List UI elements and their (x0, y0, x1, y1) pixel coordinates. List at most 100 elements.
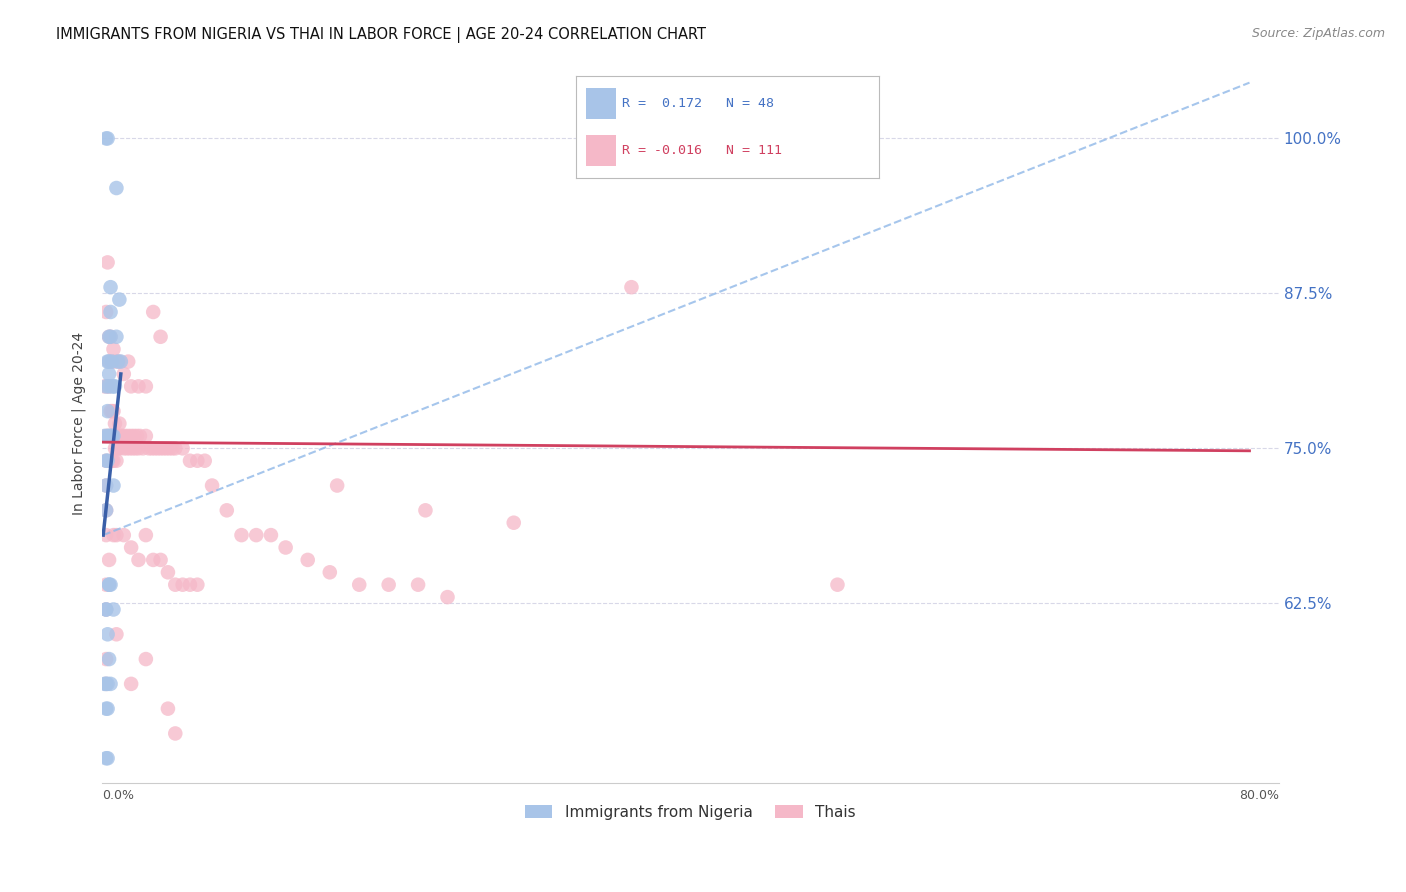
Point (98, 354, 121, 368)
Point (156, 566, 179, 580)
Point (827, 577, 849, 591)
Point (105, 454, 128, 468)
Point (149, 330, 172, 344)
Point (107, 442, 129, 456)
Point (97, 429, 120, 443)
Point (110, 429, 132, 443)
Point (143, 442, 166, 456)
Point (120, 429, 142, 443)
Point (98, 330, 121, 344)
Bar (585, 88, 616, 119)
Point (100, 454, 122, 468)
Point (98, 367, 121, 381)
Point (98, 330, 121, 344)
Point (141, 442, 163, 456)
Point (97, 454, 120, 468)
Point (104, 442, 127, 456)
Point (152, 442, 174, 456)
Point (260, 528, 283, 542)
Text: Source: ZipAtlas.com: Source: ZipAtlas.com (1251, 27, 1385, 40)
Point (103, 404, 125, 418)
Point (93, 677, 115, 691)
Point (93, 429, 115, 443)
Point (94, 478, 117, 492)
Point (100, 305, 122, 319)
Point (98, 652, 121, 666)
Point (142, 305, 165, 319)
Point (94, 131, 117, 145)
Point (100, 404, 122, 418)
Point (231, 528, 253, 542)
Point (101, 429, 124, 443)
Point (157, 442, 180, 456)
Point (97, 429, 120, 443)
Point (94, 454, 117, 468)
Point (97, 677, 120, 691)
Point (186, 577, 208, 591)
Point (100, 429, 122, 443)
Point (502, 516, 524, 530)
Point (98, 553, 121, 567)
Point (97, 354, 120, 368)
Point (97, 379, 120, 393)
Point (112, 442, 135, 456)
Point (94, 602, 117, 616)
Point (128, 442, 150, 456)
Point (100, 677, 122, 691)
Point (94, 751, 117, 765)
Point (155, 442, 177, 456)
Y-axis label: In Labor Force | Age 20-24: In Labor Force | Age 20-24 (72, 332, 86, 515)
Point (103, 342, 125, 356)
Point (105, 429, 128, 443)
Point (98, 429, 121, 443)
Point (118, 442, 141, 456)
Point (124, 442, 146, 456)
Point (103, 478, 125, 492)
Point (436, 590, 458, 604)
Point (100, 577, 122, 591)
Point (107, 354, 129, 368)
Point (100, 330, 122, 344)
Point (186, 454, 208, 468)
Point (115, 442, 138, 456)
Point (97, 701, 120, 715)
Point (108, 293, 131, 307)
Text: 80.0%: 80.0% (1239, 789, 1279, 802)
Point (117, 429, 139, 443)
Point (101, 354, 124, 368)
Point (319, 566, 342, 580)
Point (165, 726, 187, 740)
Point (135, 528, 157, 542)
Point (128, 379, 150, 393)
Point (172, 577, 194, 591)
Point (103, 454, 125, 468)
Point (297, 553, 319, 567)
Point (110, 354, 132, 368)
Point (94, 602, 117, 616)
Point (165, 442, 187, 456)
Point (100, 330, 122, 344)
Text: IMMIGRANTS FROM NIGERIA VS THAI IN LABOR FORCE | AGE 20-24 CORRELATION CHART: IMMIGRANTS FROM NIGERIA VS THAI IN LABOR… (56, 27, 706, 43)
Point (128, 553, 150, 567)
Point (101, 404, 124, 418)
Point (94, 478, 117, 492)
Point (94, 454, 117, 468)
Point (108, 417, 131, 431)
Point (132, 442, 155, 456)
Point (101, 354, 124, 368)
Point (94, 503, 117, 517)
Point (105, 528, 128, 542)
Point (98, 577, 121, 591)
Point (120, 379, 142, 393)
Text: R = -0.016   N = 111: R = -0.016 N = 111 (621, 145, 782, 157)
Point (98, 379, 121, 393)
Point (94, 379, 117, 393)
Point (149, 442, 172, 456)
Legend: Immigrants from Nigeria, Thais: Immigrants from Nigeria, Thais (519, 798, 862, 826)
Point (97, 627, 120, 641)
Point (172, 442, 194, 456)
Point (121, 442, 143, 456)
Point (105, 354, 128, 368)
Point (165, 577, 187, 591)
Point (274, 541, 297, 555)
